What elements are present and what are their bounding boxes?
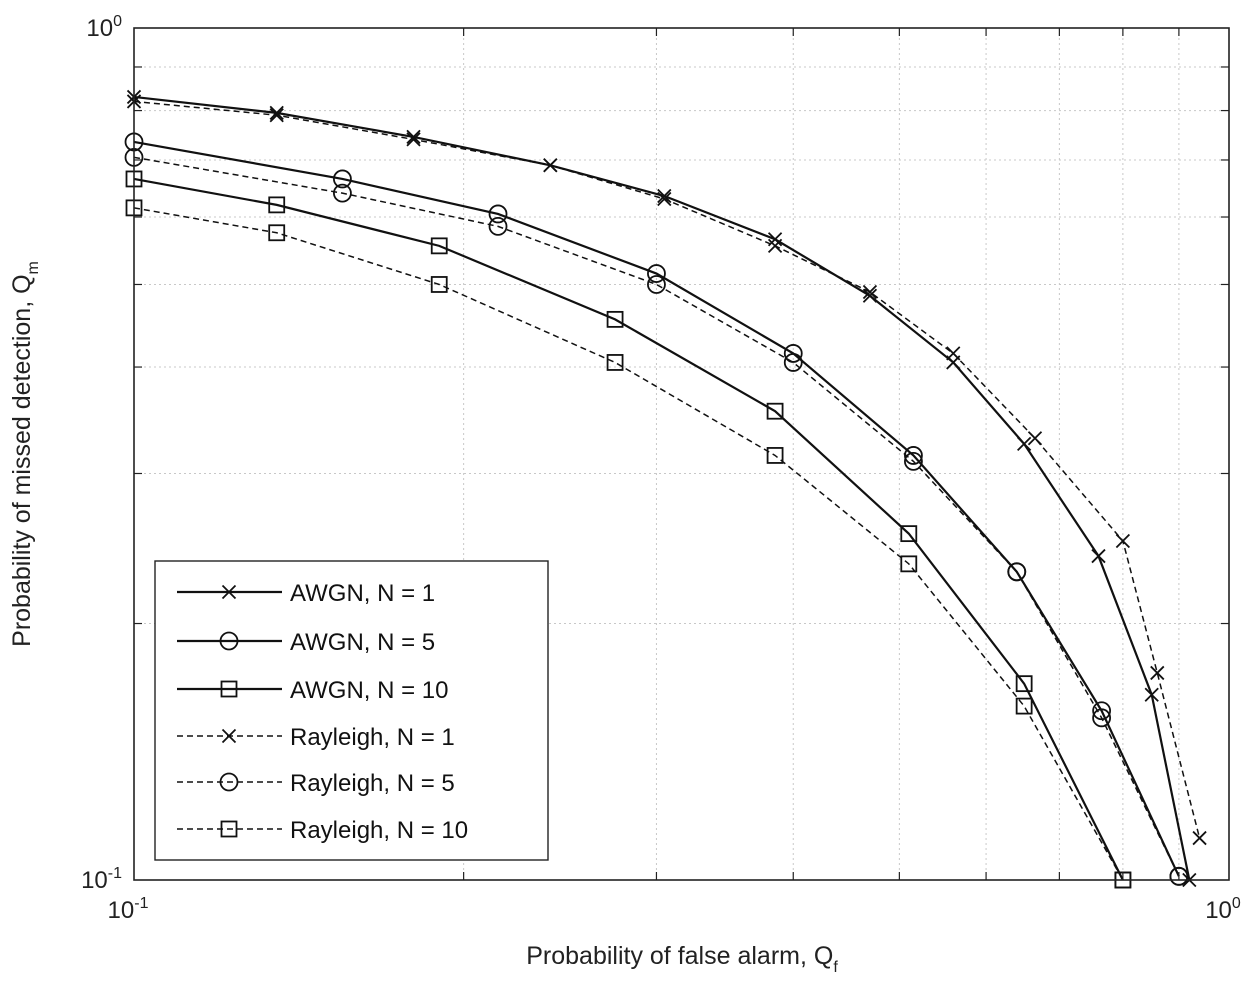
legend-box <box>154 560 549 861</box>
legend-label: AWGN, N = 10 <box>290 677 448 704</box>
y-axis-title: Probability of missed detection, Qm <box>8 261 42 647</box>
tick-labels: 10-1 100 10-1 100 <box>81 13 1241 924</box>
data-point <box>1027 431 1043 446</box>
series-line <box>133 156 1180 877</box>
data-point <box>1015 697 1033 715</box>
data-point <box>406 132 421 147</box>
legend-entry: Rayleigh, N = 5 <box>177 770 455 797</box>
data-point <box>268 196 286 214</box>
data-point <box>946 346 961 361</box>
data-point <box>406 129 421 145</box>
y-tick-label: 10-1 <box>81 865 122 894</box>
legend-label: Rayleigh, N = 1 <box>290 724 455 751</box>
legend-entry: AWGN, N = 10 <box>177 677 448 704</box>
series-line <box>133 207 1124 881</box>
data-point <box>1144 687 1159 702</box>
data-point <box>1007 562 1027 582</box>
series-4 <box>126 94 1207 846</box>
legend-marker <box>220 680 238 698</box>
data-point <box>1169 866 1189 886</box>
data-point <box>606 354 624 371</box>
legend-marker <box>221 584 237 600</box>
legend-entry: AWGN, N = 1 <box>177 580 435 607</box>
data-point <box>333 183 352 203</box>
data-point <box>488 216 508 236</box>
data-point <box>783 353 803 372</box>
data-point <box>1015 675 1033 693</box>
data-point <box>766 402 784 420</box>
legend-marker <box>221 728 237 744</box>
legend-entry: Rayleigh, N = 10 <box>177 817 468 844</box>
data-point <box>657 191 672 207</box>
data-point <box>1092 708 1112 728</box>
data-point <box>904 451 923 471</box>
data-point <box>862 284 878 300</box>
series-line <box>133 177 1124 881</box>
data-point <box>1192 830 1207 846</box>
legend-entry: Rayleigh, N = 1 <box>177 724 455 751</box>
x-axis-title: Probability of false alarm, Qf <box>526 942 838 976</box>
legend-marker <box>219 631 239 651</box>
data-point <box>767 238 783 253</box>
series-line <box>133 95 1191 881</box>
series-5 <box>124 147 1189 886</box>
data-point <box>268 224 286 242</box>
data-point <box>766 447 784 464</box>
series-line <box>133 100 1201 839</box>
x-tick-label: 100 <box>1205 895 1241 924</box>
y-tick-label: 100 <box>86 13 122 42</box>
grid <box>134 28 1229 880</box>
legend: AWGN, N = 1 AWGN, N = 5 AWGN, N = 10 Raylei… <box>154 560 549 861</box>
data-point <box>543 158 558 173</box>
legend-marker <box>220 820 238 838</box>
series-layer <box>124 89 1207 889</box>
data-point <box>862 288 878 303</box>
data-point <box>269 108 284 123</box>
data-point <box>900 525 918 543</box>
axis-ticks <box>134 28 1229 880</box>
data-point <box>430 237 448 255</box>
data-point <box>1115 533 1131 549</box>
legend-entry: AWGN, N = 5 <box>177 629 435 656</box>
data-point <box>488 204 508 224</box>
legend-label: Rayleigh, N = 10 <box>290 817 468 844</box>
legend-label: AWGN, N = 1 <box>290 580 435 607</box>
data-point <box>1017 436 1032 452</box>
data-point <box>269 105 284 121</box>
data-point <box>647 275 666 294</box>
legend-marker <box>219 772 239 792</box>
data-point <box>1150 665 1165 681</box>
data-point <box>900 555 918 573</box>
data-point <box>783 344 803 363</box>
legend-label: Rayleigh, N = 5 <box>290 770 455 797</box>
legend-label: AWGN, N = 5 <box>290 629 435 656</box>
data-point <box>1091 548 1106 564</box>
data-point <box>904 446 923 465</box>
plot-frame <box>133 27 1230 881</box>
data-point <box>647 264 666 283</box>
data-point <box>430 276 448 293</box>
data-point <box>606 310 624 328</box>
x-tick-label: 10-1 <box>108 895 149 924</box>
data-point <box>333 169 352 189</box>
